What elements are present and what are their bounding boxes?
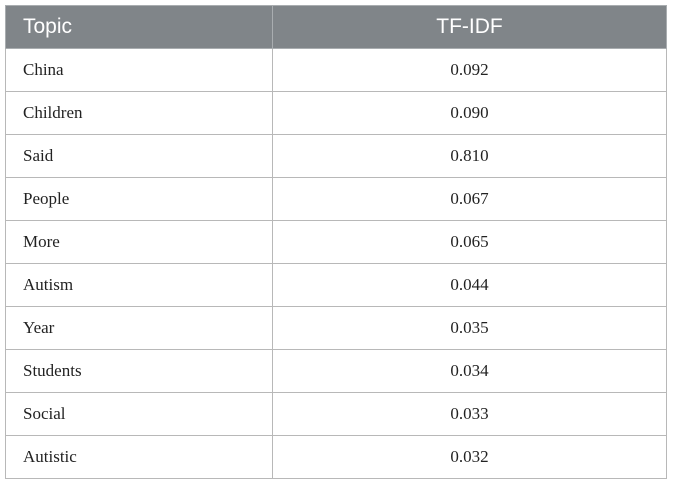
table-row: Autism 0.044 — [5, 263, 667, 307]
table-row: Year 0.035 — [5, 306, 667, 350]
topic-cell: Autistic — [5, 435, 273, 479]
score-cell: 0.032 — [272, 435, 667, 479]
table-row: China 0.092 — [5, 48, 667, 92]
table-body: China 0.092 Children 0.090 Said 0.810 People 0.… — [5, 48, 667, 479]
topic-cell: People — [5, 177, 273, 221]
topic-cell: Social — [5, 392, 273, 436]
score-cell: 0.065 — [272, 220, 667, 264]
header-row: Topic TF-IDF — [5, 5, 667, 49]
topic-cell: Year — [5, 306, 273, 350]
score-cell: 0.092 — [272, 48, 667, 92]
score-cell: 0.067 — [272, 177, 667, 221]
topic-cell: Students — [5, 349, 273, 393]
topic-cell: Said — [5, 134, 273, 178]
table-row: Said 0.810 — [5, 134, 667, 178]
table-row: More 0.065 — [5, 220, 667, 264]
score-cell: 0.033 — [272, 392, 667, 436]
table-row: Autistic 0.032 — [5, 435, 667, 479]
table-row: Social 0.033 — [5, 392, 667, 436]
score-cell: 0.810 — [272, 134, 667, 178]
table-header: Topic TF-IDF — [5, 5, 667, 49]
score-cell: 0.035 — [272, 306, 667, 350]
topic-cell: Autism — [5, 263, 273, 307]
data-table: Topic TF-IDF China 0.092 Children 0.090 Said 0… — [5, 5, 667, 479]
header-cell: Topic — [5, 5, 273, 49]
topic-cell: Children — [5, 91, 273, 135]
topic-cell: China — [5, 48, 273, 92]
topic-cell: More — [5, 220, 273, 264]
table-row: Children 0.090 — [5, 91, 667, 135]
table-row: Students 0.034 — [5, 349, 667, 393]
header-cell: TF-IDF — [272, 5, 667, 49]
score-cell: 0.044 — [272, 263, 667, 307]
score-cell: 0.034 — [272, 349, 667, 393]
table-row: People 0.067 — [5, 177, 667, 221]
score-cell: 0.090 — [272, 91, 667, 135]
